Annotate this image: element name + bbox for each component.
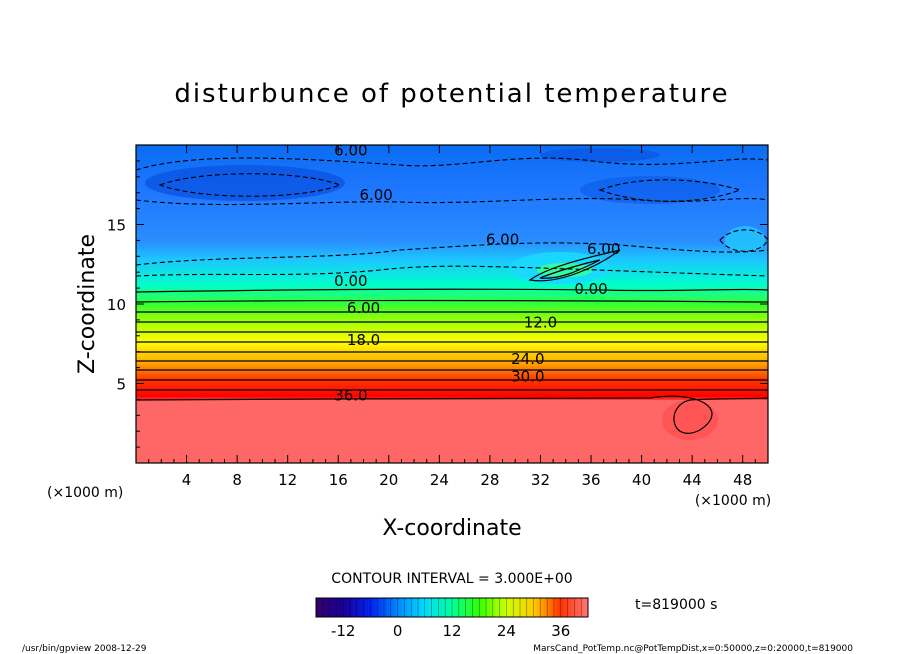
negative-contours [135, 157, 769, 277]
x-tick-label: 36 [581, 471, 600, 489]
contour-label: 12.0 [524, 313, 557, 331]
x-axis: 4 8 12 16 20 24 28 32 36 40 44 48 [148, 145, 756, 489]
contour-label: 6.00 [587, 240, 620, 258]
x-unit-right: (×1000 m) [695, 493, 771, 509]
colorbar-tick-label: -12 [331, 622, 356, 640]
x-tick-label: 24 [430, 471, 449, 489]
contour-label: 0.00 [574, 280, 607, 298]
colorbar-tick-label: 12 [442, 622, 461, 640]
x-tick-label: 32 [531, 471, 550, 489]
chart-title: disturbunce of potential temperature [174, 79, 729, 109]
x-tick-label: 48 [733, 471, 752, 489]
colorbar-divisions [315, 598, 589, 617]
footer-right: MarsCand_PotTemp.nc@PotTempDist,x=0:5000… [533, 644, 853, 654]
x-tick-label: 4 [182, 471, 192, 489]
x-tick-label: 12 [278, 471, 297, 489]
contour-label: 6.00 [334, 142, 367, 160]
y-tick-label: 5 [116, 376, 126, 394]
contour-label: 18.0 [347, 331, 380, 349]
x-tick-label: 28 [480, 471, 499, 489]
y-tick-label: 10 [107, 296, 126, 314]
x-tick-label: 40 [632, 471, 651, 489]
colorbar-tick-label: 36 [551, 622, 570, 640]
contour-label: 24.0 [511, 350, 544, 368]
contour-label: 6.00 [486, 231, 519, 249]
colorbar-ticks: -12 0 12 24 36 [331, 622, 570, 640]
contour-label: 30.0 [511, 367, 544, 385]
y-axis-label: Z-coordinate [75, 234, 100, 374]
colorbar-tick-label: 0 [393, 622, 403, 640]
y-tick-label: 15 [107, 217, 126, 235]
y-axis: 5 10 15 [107, 160, 768, 448]
x-tick-label: 8 [232, 471, 242, 489]
x-tick-label: 20 [379, 471, 398, 489]
contour-interval: CONTOUR INTERVAL = 3.000E+00 [331, 571, 572, 587]
contour-label: 0.00 [334, 272, 367, 290]
contour-label: 36.0 [334, 386, 367, 404]
x-axis-label: X-coordinate [382, 516, 521, 541]
contour-label-group: 6.00 6.00 6.00 6.00 0.00 0.00 6.00 12.0 18.0 24.0… [334, 142, 620, 405]
heatmap-field [136, 145, 768, 463]
contour-label: 6.00 [347, 299, 380, 317]
footer-left: /usr/bin/gpview 2008-12-29 [22, 644, 147, 654]
x-unit-left: (×1000 m) [47, 485, 123, 501]
time-label: t=819000 s [635, 597, 717, 613]
colorbar-tick-label: 24 [497, 622, 516, 640]
x-tick-label: 16 [329, 471, 348, 489]
x-tick-label: 44 [683, 471, 702, 489]
contour-label: 6.00 [359, 186, 392, 204]
